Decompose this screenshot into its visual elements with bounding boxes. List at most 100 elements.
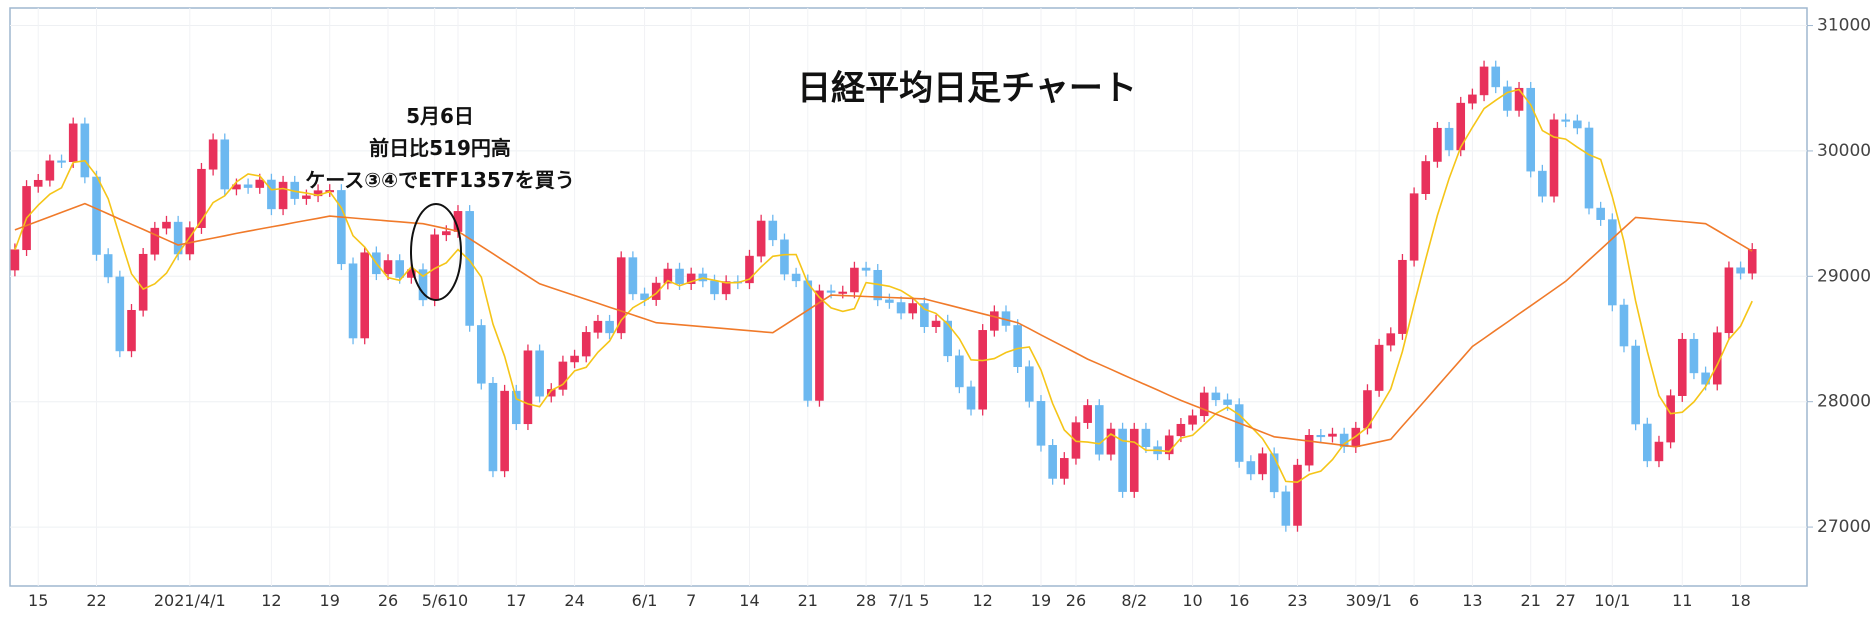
candle-body — [220, 139, 230, 190]
candle-body — [57, 160, 66, 163]
candle-body — [1293, 464, 1302, 526]
candle-body — [1724, 267, 1734, 334]
x-tick-label: 26 — [378, 591, 398, 610]
candle-body — [1118, 428, 1127, 492]
candle-body — [605, 320, 614, 334]
candle-body — [1269, 453, 1279, 493]
x-tick-label: 11 — [1672, 591, 1692, 610]
candle-body — [267, 179, 276, 210]
candle-body — [826, 290, 836, 293]
candle-body — [838, 291, 848, 294]
candle-body — [1479, 66, 1489, 96]
candle-body — [1386, 333, 1396, 346]
candle-body — [10, 249, 20, 271]
candle-body — [885, 299, 894, 303]
candle-body — [1643, 423, 1652, 462]
candle-body — [535, 350, 544, 397]
candle-body — [1747, 249, 1757, 274]
candle-body — [103, 254, 113, 278]
candle-body — [150, 227, 160, 255]
x-tick-label: 13 — [1462, 591, 1482, 610]
candle-body — [1164, 435, 1174, 455]
x-tick-label: 10 — [1182, 591, 1202, 610]
candle-body — [1083, 405, 1092, 423]
candle-body — [558, 361, 568, 390]
candle-body — [1060, 458, 1069, 479]
candle-body — [1036, 401, 1046, 446]
candle-body — [546, 389, 556, 397]
x-tick-label: 10 — [448, 591, 468, 610]
annotation: 前日比519円高 — [369, 136, 511, 160]
candle-body — [302, 195, 311, 199]
grid — [10, 8, 1813, 586]
candle-body — [640, 293, 649, 300]
candle-body — [570, 355, 579, 363]
x-tick-label: 17 — [506, 591, 526, 610]
candle-body — [500, 390, 509, 472]
candle-body — [185, 227, 195, 255]
candle-body — [383, 260, 393, 275]
x-tick-label: 21 — [1521, 591, 1541, 610]
candle-body — [1433, 127, 1442, 162]
x-tick-label: 21 — [798, 591, 818, 610]
candle-body — [1246, 461, 1256, 475]
y-tick-label: 31000 — [1817, 16, 1871, 36]
candle-body — [990, 311, 999, 331]
candle-body — [68, 123, 78, 163]
x-tick-label: 10/1 — [1594, 591, 1630, 610]
candle-body — [616, 257, 626, 334]
annotation: 5月6日 — [406, 104, 474, 128]
candle-body — [1234, 404, 1244, 462]
x-tick-label: 22 — [86, 591, 106, 610]
x-tick-label: 7/1 — [888, 591, 914, 610]
candle-body — [1328, 433, 1337, 437]
candle-body — [850, 267, 859, 293]
marks — [10, 60, 1757, 532]
candle-body — [1025, 366, 1034, 402]
candle-body — [1421, 161, 1431, 194]
candle-body — [675, 268, 684, 285]
candle-body — [360, 252, 370, 339]
candle-body — [523, 350, 533, 425]
candle-body — [745, 255, 754, 284]
candle-body — [721, 281, 731, 295]
x-tick-label: 19 — [1031, 591, 1051, 610]
candle-body — [1456, 102, 1466, 151]
y-tick-label: 30000 — [1817, 141, 1871, 161]
candle-body — [1176, 423, 1186, 437]
candle-body — [1048, 445, 1057, 479]
x-tick-label: 18 — [1730, 591, 1750, 610]
moving-average-line — [14, 88, 1753, 484]
candle-body — [1619, 304, 1629, 347]
candle-body — [628, 257, 638, 295]
x-tick-label: 5 — [919, 591, 929, 610]
candle-body — [955, 355, 964, 388]
candle-body — [710, 280, 719, 295]
y-tick-label: 27000 — [1817, 517, 1871, 537]
candle-body — [1666, 395, 1675, 443]
x-tick-label: 15 — [28, 591, 48, 610]
candle-body — [33, 179, 43, 187]
candle-body — [1526, 87, 1535, 172]
candle-body — [1409, 193, 1419, 261]
candle-body — [208, 139, 218, 170]
candle-body — [395, 260, 404, 278]
candle-body — [966, 386, 976, 410]
x-tick-label: 24 — [564, 591, 584, 610]
x-tick-label: 27 — [1556, 591, 1576, 610]
candle-body — [1094, 405, 1104, 455]
x-tick-label: 28 — [856, 591, 876, 610]
y-tick-label: 29000 — [1817, 266, 1871, 286]
candle-body — [1573, 120, 1582, 129]
x-tick-label: 12 — [973, 591, 993, 610]
candle-body — [1736, 267, 1745, 274]
candle-body — [465, 211, 474, 326]
candle-body — [1444, 127, 1454, 151]
candle-body — [768, 220, 778, 241]
candle-body — [1654, 441, 1664, 462]
candle-body — [686, 273, 696, 285]
candle-body — [756, 220, 766, 257]
candle-body — [115, 276, 125, 352]
candle-body — [1608, 219, 1617, 306]
x-tick-label: 8/2 — [1121, 591, 1147, 610]
